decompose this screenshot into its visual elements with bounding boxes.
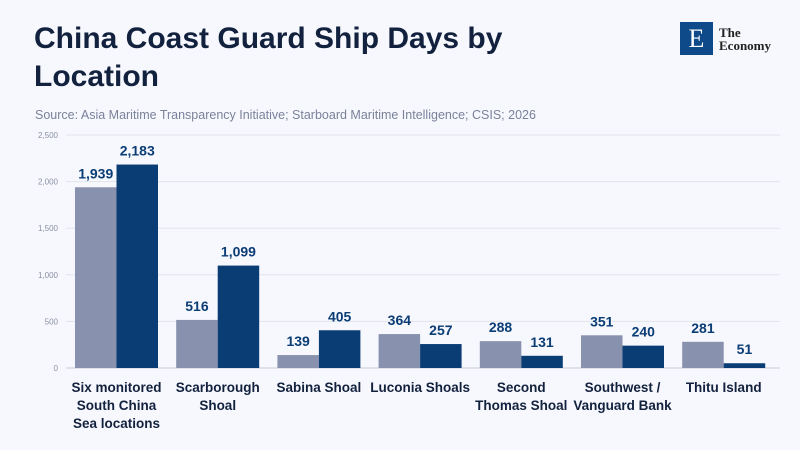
- data-label: 257: [429, 322, 453, 338]
- bar-1: [176, 319, 218, 368]
- data-label: 1,939: [78, 165, 113, 181]
- data-label: 516: [185, 298, 209, 314]
- data-label: 405: [328, 308, 352, 324]
- category-label: Scarborough: [176, 380, 260, 395]
- data-label: 2,183: [120, 143, 155, 159]
- data-label: 139: [286, 333, 310, 349]
- data-label: 351: [590, 313, 614, 329]
- logo-text-1: The: [719, 24, 741, 40]
- bar-2: [318, 330, 361, 368]
- bar-2: [217, 265, 260, 368]
- the-economy-logo: E The Economy: [680, 22, 771, 55]
- bar-2: [723, 363, 766, 368]
- data-label: 364: [388, 312, 412, 328]
- bar-2: [622, 345, 664, 368]
- data-label: 240: [632, 324, 656, 340]
- data-label: 51: [737, 341, 753, 357]
- category-label: Sea locations: [73, 416, 160, 431]
- bar-2: [116, 164, 158, 368]
- data-label: 1,099: [221, 244, 256, 260]
- bar-1: [479, 341, 522, 368]
- category-label: Sabina Shoal: [277, 380, 362, 395]
- category-label: Thitu Island: [686, 380, 762, 395]
- category-label: Southwest /: [585, 380, 661, 395]
- category-label: Second: [497, 380, 546, 395]
- data-label: 131: [530, 334, 554, 350]
- category-label: Thomas Shoal: [475, 398, 567, 413]
- bar-2: [521, 355, 563, 368]
- bar-2: [420, 344, 462, 368]
- source-note: Source: Asia Maritime Transparency Initi…: [35, 108, 536, 122]
- bar-1: [682, 341, 724, 368]
- bar-1: [378, 334, 421, 368]
- bar-1: [581, 335, 623, 368]
- bar-1: [277, 355, 319, 368]
- category-label: Six monitored: [71, 380, 161, 395]
- category-label: Luconia Shoals: [370, 380, 470, 395]
- logo-mark: E: [680, 22, 713, 55]
- data-label: 281: [691, 320, 715, 336]
- y-tick-label: 1,000: [38, 271, 59, 280]
- bar-1: [75, 187, 117, 368]
- y-tick-label: 1,500: [38, 224, 59, 233]
- y-tick-label: 2,000: [38, 178, 59, 187]
- y-tick-label: 0: [54, 364, 59, 373]
- chart-title: China Coast Guard Ship Days by Location: [34, 22, 503, 93]
- category-label: Shoal: [199, 398, 236, 413]
- category-label: South China: [77, 398, 157, 413]
- y-tick-label: 2,500: [38, 131, 59, 140]
- y-tick-label: 500: [45, 317, 59, 326]
- category-label: Vanguard Bank: [573, 398, 672, 413]
- logo-text-2: Economy: [719, 37, 771, 53]
- data-label: 288: [489, 319, 513, 335]
